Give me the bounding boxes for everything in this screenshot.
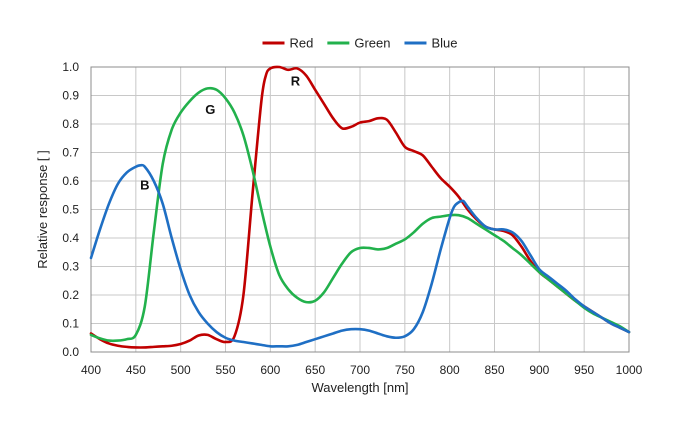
y-tick-label: 0.8 [62,117,79,131]
y-tick-label: 0.2 [62,288,79,302]
x-tick-label: 650 [305,363,325,377]
y-tick-label: 0.3 [62,260,79,274]
y-tick-label: 1.0 [62,60,79,74]
x-tick-label: 850 [484,363,504,377]
x-tick-label: 900 [529,363,549,377]
x-tick-label: 550 [215,363,235,377]
annotation-label: R [291,74,301,89]
y-axis-title: Relative response [ ] [35,150,50,269]
y-tick-label: 0.4 [62,231,79,245]
x-tick-label: 400 [81,363,101,377]
series-line-blue [89,163,631,348]
series-lines [89,65,631,349]
y-tick-label: 0.7 [62,146,79,160]
legend-label-blue: Blue [431,36,457,51]
annotation-label: B [140,178,149,193]
series-line-green [89,86,631,343]
annotation-label: G [205,102,215,117]
legend-label-green: Green [354,36,390,51]
y-tick-label: 0.0 [62,345,79,359]
x-axis-title: Wavelength [nm] [311,380,408,395]
x-tick-label: 500 [171,363,191,377]
plot-area-border [90,66,630,353]
x-tick-label: 600 [260,363,280,377]
y-tick-label: 0.5 [62,203,79,217]
x-tick-label: 800 [440,363,460,377]
tick-labels: 400 450 500 550 600 650 700 750 800 850 900 950 1000… [62,60,642,377]
y-tick-label: 0.9 [62,89,79,103]
x-tick-label: 1000 [616,363,643,377]
x-tick-label: 700 [350,363,370,377]
x-tick-label: 750 [395,363,415,377]
y-tick-label: 0.6 [62,174,79,188]
legend: Red Green Blue [262,36,458,51]
curve-annotations: R G B [140,74,301,193]
x-tick-label: 450 [126,363,146,377]
legend-label-red: Red [290,36,314,51]
y-tick-label: 0.1 [62,317,79,331]
x-tick-label: 950 [574,363,594,377]
